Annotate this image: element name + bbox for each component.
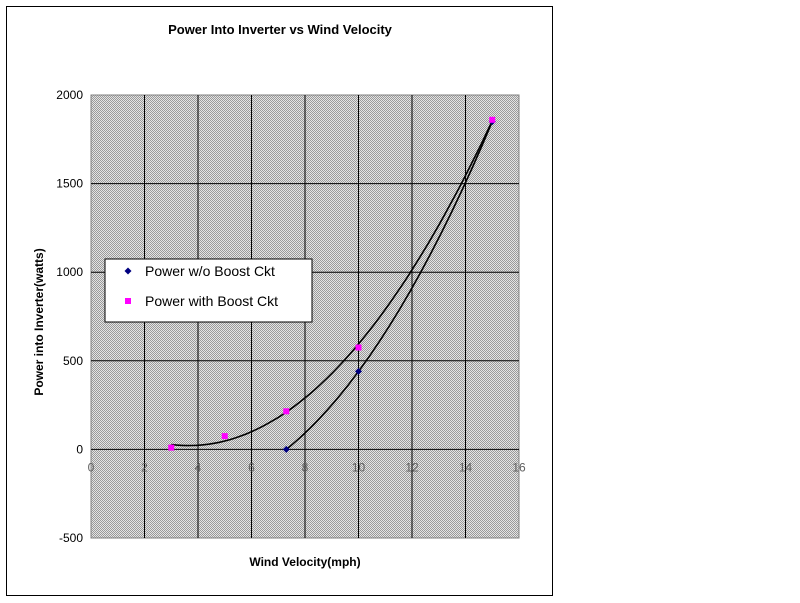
x-tick-label: 8 bbox=[302, 460, 309, 474]
legend-label: Power with Boost Ckt bbox=[145, 293, 278, 309]
trendline bbox=[285, 121, 494, 451]
y-tick-label: -500 bbox=[59, 531, 83, 545]
x-tick-label: 2 bbox=[141, 460, 148, 474]
data-point bbox=[355, 367, 362, 375]
data-point bbox=[489, 116, 496, 123]
x-axis-title: Wind Velocity(mph) bbox=[249, 555, 360, 569]
y-tick-label: 1000 bbox=[56, 265, 83, 279]
trendlines bbox=[171, 120, 494, 451]
x-tick-label: 6 bbox=[248, 460, 255, 474]
y-axis-title: Power into Inverter(watts) bbox=[32, 248, 46, 395]
data-points bbox=[168, 116, 496, 453]
y-tick-label: 1500 bbox=[56, 177, 83, 191]
x-tick-label: 16 bbox=[512, 460, 526, 474]
x-tick-label: 12 bbox=[405, 460, 419, 474]
x-tick-label: 0 bbox=[88, 460, 95, 474]
trendline bbox=[171, 120, 494, 447]
chart-title: Power Into Inverter vs Wind Velocity bbox=[168, 22, 393, 37]
legend-marker bbox=[125, 298, 131, 304]
tick-labels: -500 0 500 1000 1500 2000 0 2 4 6 8 10 12 14 16 bbox=[56, 88, 526, 545]
legend-marker bbox=[124, 267, 132, 275]
y-tick-label: 0 bbox=[76, 442, 83, 456]
x-tick-label: 4 bbox=[195, 460, 202, 474]
y-tick-label: 2000 bbox=[56, 88, 83, 102]
legend-box bbox=[104, 258, 313, 323]
data-point bbox=[355, 344, 362, 351]
data-point bbox=[283, 408, 290, 415]
legend-label: Power w/o Boost Ckt bbox=[145, 263, 275, 279]
data-point bbox=[168, 444, 175, 451]
y-tick-label: 500 bbox=[63, 354, 83, 368]
data-point bbox=[221, 433, 228, 440]
data-point bbox=[282, 445, 290, 453]
x-tick-label: 10 bbox=[352, 460, 366, 474]
x-tick-label: 14 bbox=[459, 460, 473, 474]
legend: Power w/o Boost Ckt Power with Boost Ckt bbox=[104, 258, 313, 323]
